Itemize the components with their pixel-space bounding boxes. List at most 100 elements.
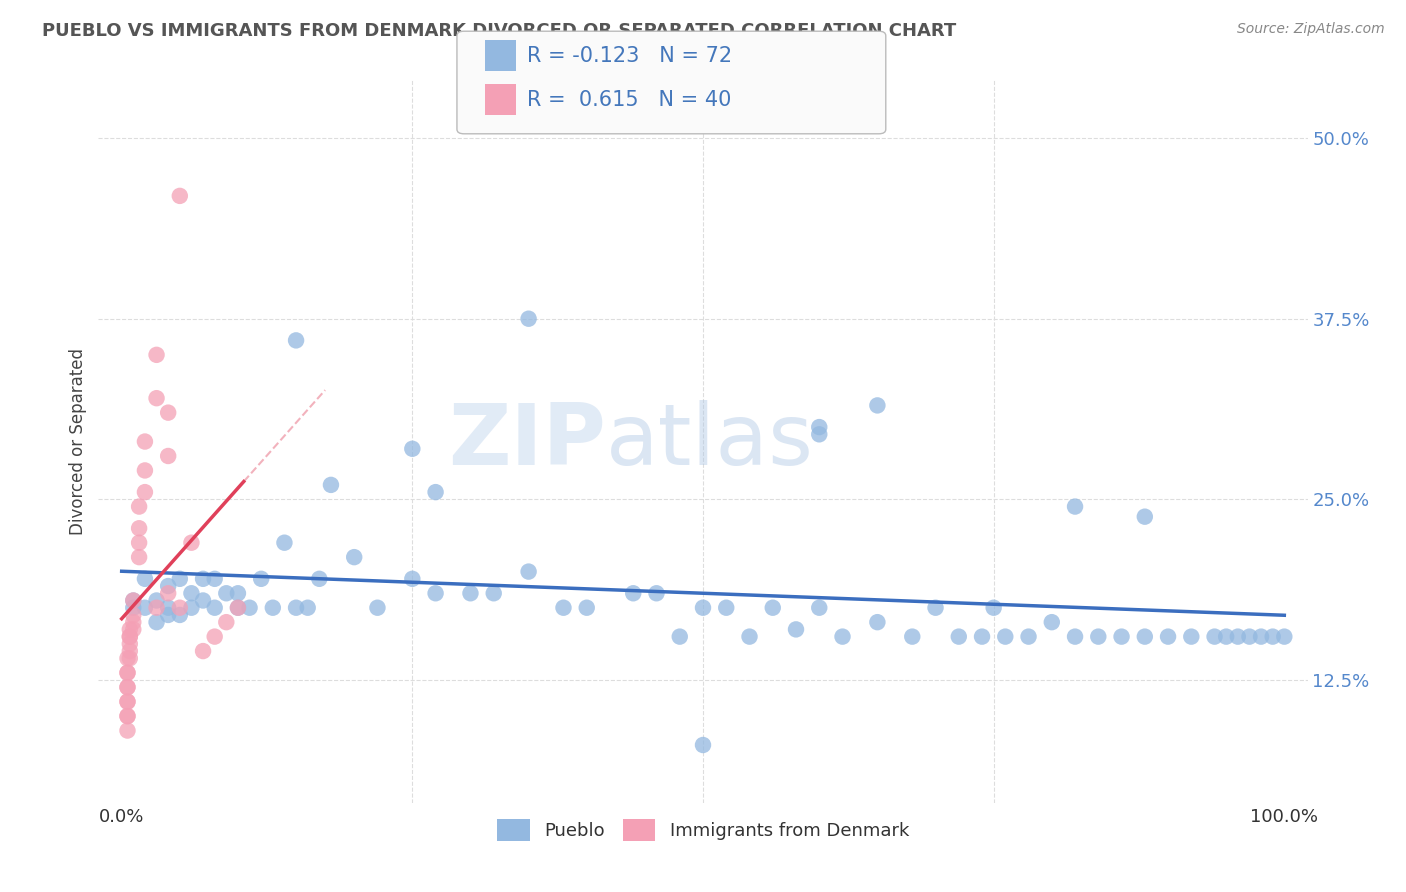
- Point: [866, 398, 889, 412]
- Point: [157, 449, 180, 463]
- Point: [297, 600, 319, 615]
- Point: [517, 311, 540, 326]
- Point: [117, 680, 139, 694]
- Point: [425, 485, 447, 500]
- Point: [1204, 630, 1226, 644]
- Point: [134, 463, 156, 477]
- Point: [118, 644, 141, 658]
- Point: [1250, 630, 1272, 644]
- Point: [169, 189, 191, 203]
- Point: [226, 600, 249, 615]
- Point: [994, 630, 1017, 644]
- Point: [668, 630, 690, 644]
- Point: [134, 434, 156, 449]
- Point: [808, 427, 831, 442]
- Point: [285, 334, 308, 348]
- Point: [117, 709, 139, 723]
- Point: [1226, 630, 1249, 644]
- Point: [204, 572, 226, 586]
- Point: [366, 600, 388, 615]
- Point: [262, 600, 284, 615]
- Point: [157, 600, 180, 615]
- Text: R =  0.615   N = 40: R = 0.615 N = 40: [527, 90, 731, 110]
- Point: [122, 615, 145, 630]
- Point: [425, 586, 447, 600]
- Point: [273, 535, 295, 549]
- Point: [785, 623, 807, 637]
- Point: [118, 630, 141, 644]
- Point: [117, 695, 139, 709]
- Point: [134, 600, 156, 615]
- Point: [1040, 615, 1063, 630]
- Point: [117, 665, 139, 680]
- Point: [180, 600, 202, 615]
- Point: [117, 665, 139, 680]
- Point: [308, 572, 330, 586]
- Point: [1064, 500, 1087, 514]
- Point: [553, 600, 575, 615]
- Point: [239, 600, 262, 615]
- Point: [157, 406, 180, 420]
- Point: [122, 600, 145, 615]
- Point: [117, 695, 139, 709]
- Point: [621, 586, 644, 600]
- Text: PUEBLO VS IMMIGRANTS FROM DENMARK DIVORCED OR SEPARATED CORRELATION CHART: PUEBLO VS IMMIGRANTS FROM DENMARK DIVORC…: [42, 22, 956, 40]
- Point: [180, 586, 202, 600]
- Point: [226, 600, 249, 615]
- Point: [482, 586, 505, 600]
- Point: [401, 572, 423, 586]
- Point: [1157, 630, 1180, 644]
- Point: [285, 600, 308, 615]
- Point: [215, 586, 238, 600]
- Point: [134, 485, 156, 500]
- Point: [191, 593, 214, 607]
- Point: [128, 500, 150, 514]
- Point: [901, 630, 924, 644]
- Point: [692, 738, 714, 752]
- Point: [117, 680, 139, 694]
- Point: [1111, 630, 1133, 644]
- Point: [226, 586, 249, 600]
- Point: [808, 600, 831, 615]
- Text: R = -0.123   N = 72: R = -0.123 N = 72: [527, 45, 733, 66]
- Point: [1064, 630, 1087, 644]
- Point: [117, 709, 139, 723]
- Point: [122, 593, 145, 607]
- Point: [866, 615, 889, 630]
- Point: [180, 535, 202, 549]
- Point: [924, 600, 946, 615]
- Point: [145, 593, 167, 607]
- Point: [250, 572, 273, 586]
- Point: [145, 615, 167, 630]
- Legend: Pueblo, Immigrants from Denmark: Pueblo, Immigrants from Denmark: [489, 812, 917, 848]
- Point: [145, 600, 167, 615]
- Point: [204, 600, 226, 615]
- Point: [169, 607, 191, 622]
- Point: [157, 607, 180, 622]
- Point: [1087, 630, 1109, 644]
- Point: [1215, 630, 1237, 644]
- Point: [343, 550, 366, 565]
- Point: [128, 521, 150, 535]
- Point: [157, 579, 180, 593]
- Point: [970, 630, 993, 644]
- Point: [134, 572, 156, 586]
- Point: [692, 600, 714, 615]
- Point: [117, 723, 139, 738]
- Point: [215, 615, 238, 630]
- Point: [118, 651, 141, 665]
- Point: [169, 572, 191, 586]
- Point: [118, 623, 141, 637]
- Point: [1133, 630, 1156, 644]
- Point: [157, 586, 180, 600]
- Point: [808, 420, 831, 434]
- Point: [191, 644, 214, 658]
- Point: [169, 600, 191, 615]
- Point: [1018, 630, 1040, 644]
- Point: [716, 600, 738, 615]
- Y-axis label: Divorced or Separated: Divorced or Separated: [69, 348, 87, 535]
- Point: [738, 630, 761, 644]
- Point: [145, 391, 167, 405]
- Point: [1180, 630, 1202, 644]
- Point: [1261, 630, 1284, 644]
